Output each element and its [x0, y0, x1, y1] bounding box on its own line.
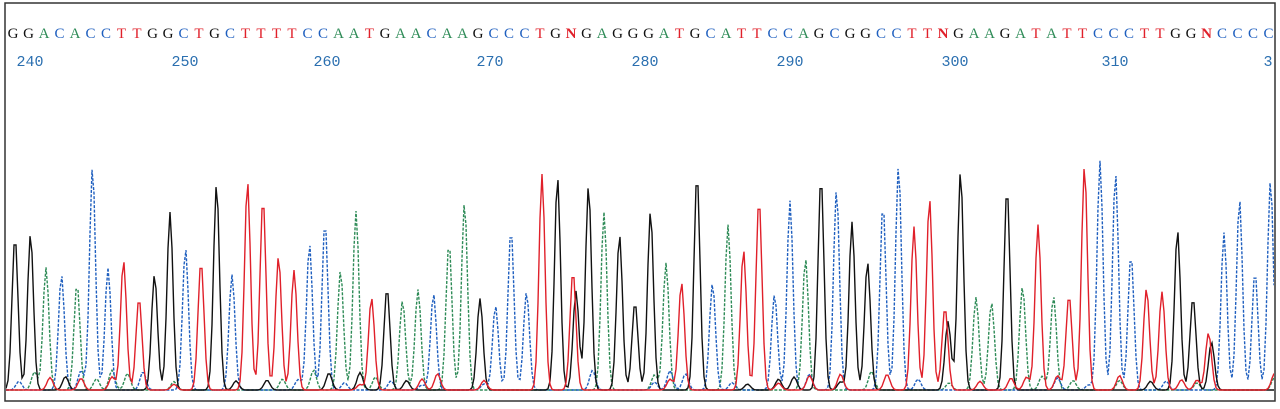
base-call: G [953, 26, 964, 42]
base-call: C [101, 26, 111, 42]
base-call: G [8, 26, 19, 42]
base-call: N [938, 26, 949, 42]
base-call: C [318, 26, 328, 42]
base-call: G [814, 26, 825, 42]
position-label: 270 [476, 54, 503, 71]
base-call: G [23, 26, 34, 42]
base-call: G [1186, 26, 1197, 42]
base-call: G [163, 26, 174, 42]
base-call: G [690, 26, 701, 42]
base-call: A [411, 26, 422, 42]
base-call: G [209, 26, 220, 42]
base-call: T [1078, 26, 1087, 42]
base-call: T [1140, 26, 1149, 42]
base-call: A [442, 26, 453, 42]
base-call: G [845, 26, 856, 42]
base-call: C [1263, 26, 1273, 42]
base-call: T [287, 26, 296, 42]
position-label: 300 [941, 54, 968, 71]
base-call: A [457, 26, 468, 42]
base-call: A [721, 26, 732, 42]
base-call: A [349, 26, 360, 42]
traces [6, 160, 1274, 391]
base-call: T [117, 26, 126, 42]
base-call: T [907, 26, 916, 42]
base-call: C [504, 26, 514, 42]
position-label: 290 [776, 54, 803, 71]
base-call: C [1124, 26, 1134, 42]
base-call: C [783, 26, 793, 42]
base-call: C [225, 26, 235, 42]
base-call: T [194, 26, 203, 42]
base-call: A [597, 26, 608, 42]
base-call: N [1201, 26, 1212, 42]
base-call: G [643, 26, 654, 42]
base-call: A [1046, 26, 1057, 42]
base-call: A [798, 26, 809, 42]
base-call: C [54, 26, 64, 42]
base-call: C [891, 26, 901, 42]
base-call: A [984, 26, 995, 42]
position-label: 280 [631, 54, 658, 71]
base-call: G [860, 26, 871, 42]
trace-g [6, 174, 1274, 391]
trace-t [6, 168, 1274, 391]
base-call: C [426, 26, 436, 42]
base-call: C [302, 26, 312, 42]
base-call: G [147, 26, 158, 42]
position-label: 310 [1101, 54, 1128, 71]
base-call: A [969, 26, 980, 42]
base-call: N [566, 26, 577, 42]
base-call: T [1155, 26, 1164, 42]
base-call: C [1217, 26, 1227, 42]
base-call: A [333, 26, 344, 42]
base-call: T [675, 26, 684, 42]
base-call: T [132, 26, 141, 42]
base-call: C [705, 26, 715, 42]
base-call: G [550, 26, 561, 42]
base-call: G [473, 26, 484, 42]
base-call: C [519, 26, 529, 42]
base-call: C [1232, 26, 1242, 42]
base-call: T [365, 26, 374, 42]
base-call: T [1031, 26, 1040, 42]
base-call: G [1170, 26, 1181, 42]
base-call: C [1093, 26, 1103, 42]
base-call: T [737, 26, 746, 42]
base-call: A [39, 26, 50, 42]
base-call: C [1248, 26, 1258, 42]
base-call: C [829, 26, 839, 42]
base-call: T [923, 26, 932, 42]
base-call: T [241, 26, 250, 42]
position-label: 3 [1263, 54, 1272, 71]
base-call: G [581, 26, 592, 42]
position-label: 260 [313, 54, 340, 71]
base-call: T [272, 26, 281, 42]
base-call: C [767, 26, 777, 42]
base-call: C [85, 26, 95, 42]
base-call: A [659, 26, 670, 42]
base-call: G [612, 26, 623, 42]
base-call: C [488, 26, 498, 42]
base-call: T [1062, 26, 1071, 42]
base-call: G [380, 26, 391, 42]
base-call: A [1015, 26, 1026, 42]
base-call: C [178, 26, 188, 42]
base-call: A [395, 26, 406, 42]
base-call: C [1108, 26, 1118, 42]
position-label: 240 [16, 54, 43, 71]
base-call: T [535, 26, 544, 42]
base-call: T [752, 26, 761, 42]
base-call: T [256, 26, 265, 42]
base-call: C [876, 26, 886, 42]
position-label: 250 [171, 54, 198, 71]
base-call: G [1000, 26, 1011, 42]
base-call: G [628, 26, 639, 42]
base-call: A [70, 26, 81, 42]
